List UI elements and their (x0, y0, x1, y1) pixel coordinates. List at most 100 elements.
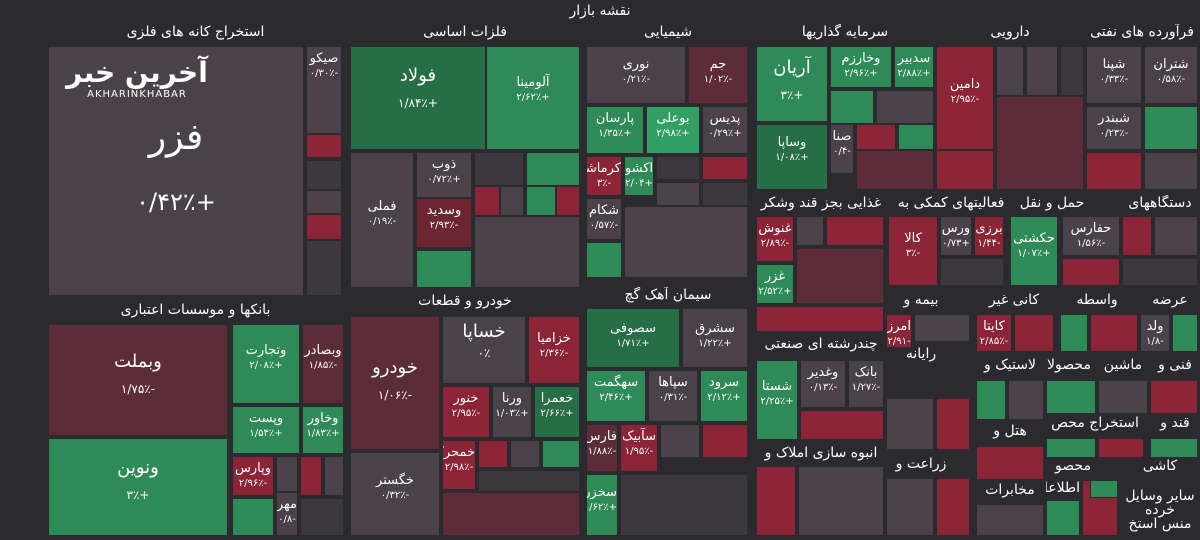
tile-minor[interactable] (660, 424, 700, 458)
tile-vkhavar[interactable]: وخاور +۱/۸۳٪ (302, 406, 344, 454)
section-sugar[interactable]: قند و (1160, 415, 1190, 431)
tile-minor[interactable] (1122, 258, 1198, 286)
tile-kala[interactable]: کالا -۳٪ (888, 216, 938, 286)
tile-minor[interactable] (1060, 46, 1084, 96)
tile-sekou[interactable]: صیکو -۰/۳۰٪ (306, 46, 342, 134)
tile-abik[interactable]: سآبیک -۱/۹۵٪ (620, 424, 658, 472)
tile-minor[interactable] (940, 258, 1004, 286)
tile-minor[interactable] (1062, 258, 1120, 286)
tile-minor[interactable] (324, 456, 344, 496)
tile-minor[interactable] (996, 46, 1024, 96)
section-technical[interactable]: فنی و (1158, 357, 1192, 373)
tile-minor[interactable] (796, 216, 824, 246)
section-telecom[interactable]: مخابرات (985, 482, 1035, 498)
tile-sadbir[interactable]: سدبیر +۲/۸۸٪ (894, 46, 934, 88)
tile-minor[interactable] (542, 440, 580, 468)
tile-minor[interactable] (976, 504, 1044, 536)
tile-minor[interactable] (556, 186, 580, 216)
tile-vars[interactable]: ورس +۰/۷۳ (940, 216, 972, 256)
section-mining[interactable]: استخراج کانه های فلزی (126, 24, 265, 40)
tile-minor[interactable] (300, 456, 322, 496)
section-food[interactable]: غذایی بجز قند وشکر (760, 195, 882, 211)
tile-minor[interactable] (796, 248, 884, 304)
section-supply[interactable]: عرضه (1152, 292, 1188, 308)
tile-minor[interactable] (1122, 216, 1152, 256)
section-vehicles[interactable]: سایر وسایل (1125, 488, 1195, 504)
tile-fars[interactable]: فارس -۱/۸۸٪ (586, 424, 618, 472)
section-investments[interactable]: سرمایه گذاریها (801, 24, 889, 40)
tile-minor[interactable] (898, 124, 934, 150)
tile-minor[interactable] (620, 474, 748, 536)
tile-sarvod[interactable]: سرود +۲/۱۲٪ (700, 370, 748, 422)
tile-khegostar[interactable]: خگستر -۰/۳۲٪ (350, 452, 440, 536)
tile-minor[interactable] (232, 498, 274, 536)
tile-minor[interactable] (656, 156, 700, 180)
tile-sapaha[interactable]: سپاها -۰/۳۱٪ (648, 370, 698, 422)
section-agriculture[interactable]: زراعت و (895, 456, 947, 472)
section-basic-metals[interactable]: فلزات اساسی (423, 24, 507, 40)
tile-jam[interactable]: جم -۱/۰۲٪ (688, 46, 748, 104)
tile-damin[interactable]: دامین -۲/۹۵٪ (936, 46, 994, 150)
tile-minor[interactable] (1046, 500, 1080, 536)
tile-minor[interactable] (830, 90, 874, 124)
tile-sashargh[interactable]: سشرق +۱/۲۲٪ (682, 308, 748, 368)
tile-minor[interactable] (1046, 380, 1096, 414)
section-pharma[interactable]: دارویی (990, 24, 1030, 40)
tile-vtejarat[interactable]: وتجارت +۲/۰۸٪ (232, 324, 300, 404)
tile-minor[interactable] (478, 470, 580, 492)
tile-nouri[interactable]: نوری -۰/۲۱٪ (586, 46, 686, 104)
section-computer[interactable]: رایانه (905, 346, 937, 362)
tile-vbsader[interactable]: وبصادر -۱/۸۵٪ (302, 324, 344, 404)
tile-fazar[interactable]: فزر +۰/۴۲٪ (48, 46, 304, 296)
tile-minor[interactable] (306, 160, 342, 190)
section-retail[interactable]: خرده (1145, 502, 1175, 518)
tile-minor[interactable] (1046, 438, 1096, 458)
tile-minor[interactable] (856, 150, 934, 190)
tile-shepna[interactable]: شپنا -۰/۳۳٪ (1086, 46, 1142, 104)
tile-minor[interactable] (300, 498, 344, 536)
tile-minor[interactable] (826, 216, 884, 246)
tile-sakhazar[interactable]: سخزر +۱/۶۲٪ (586, 474, 618, 536)
tile-vpost[interactable]: وپست +۱/۵۴٪ (232, 406, 300, 454)
section-cement[interactable]: سیمان آهک گچ (624, 287, 712, 303)
tile-vasdid[interactable]: وسدید -۲/۹۳٪ (416, 198, 472, 248)
section-tile[interactable]: کاشی (1142, 458, 1178, 474)
section-chemicals[interactable]: شیمیایی (643, 24, 693, 40)
tile-minor[interactable] (1090, 314, 1138, 352)
tile-vghadir[interactable]: وغدیر -۰/۱۳٪ (800, 360, 846, 408)
tile-minor[interactable] (306, 240, 342, 296)
section-intermediary[interactable]: واسطه (1076, 292, 1118, 308)
tile-kaita[interactable]: کایتا -۲/۸۵٪ (976, 314, 1012, 352)
section-oil-products[interactable]: فرآورده های نفتی (1090, 24, 1194, 40)
tile-hakashti[interactable]: حکشتی +۱/۰۷٪ (1010, 216, 1058, 286)
tile-zob[interactable]: ذوب +۰/۷۲٪ (416, 152, 472, 198)
section-support[interactable]: فعالیتهای کمکی به (897, 195, 1005, 211)
tile-mehr[interactable]: مهر -۰/۸ (276, 492, 298, 536)
section-rubber[interactable]: لاستیک و (984, 357, 1036, 373)
tile-kharazm[interactable]: وخارزم +۲/۹۶٪ (830, 46, 892, 88)
tile-verna[interactable]: ورنا +۱/۰۳٪ (492, 386, 532, 438)
tile-minor[interactable] (624, 206, 748, 278)
tile-minor[interactable] (756, 306, 884, 332)
tile-minor[interactable] (1090, 480, 1118, 498)
tile-minor[interactable] (976, 446, 1044, 480)
tile-minor[interactable] (306, 190, 342, 214)
section-auto[interactable]: خودرو و قطعات (418, 293, 512, 309)
tile-minor[interactable] (586, 242, 622, 278)
tile-minor[interactable] (1150, 438, 1198, 458)
section-hotel[interactable]: هتل و (993, 423, 1027, 439)
tile-aluminia[interactable]: آلومینا +۲/۶۲٪ (486, 46, 580, 150)
tile-minor[interactable] (442, 492, 580, 536)
tile-minor[interactable] (856, 124, 896, 150)
section-banks[interactable]: بانکها و موسسات اعتباری (120, 302, 271, 318)
tile-minor[interactable] (702, 182, 748, 206)
tile-minor[interactable] (1172, 314, 1198, 352)
tile-amerz[interactable]: امرز -۲/۹۱ (886, 314, 912, 348)
tile-minor[interactable] (702, 424, 748, 458)
tile-minor[interactable] (1144, 106, 1198, 150)
tile-shasta[interactable]: شستا +۲/۲۵٪ (756, 360, 798, 440)
tile-minor[interactable] (756, 466, 796, 536)
tile-minor[interactable] (474, 152, 524, 186)
tile-minor[interactable] (474, 216, 580, 288)
tile-sasoufi[interactable]: سصوفی +۱/۷۱٪ (586, 308, 680, 368)
